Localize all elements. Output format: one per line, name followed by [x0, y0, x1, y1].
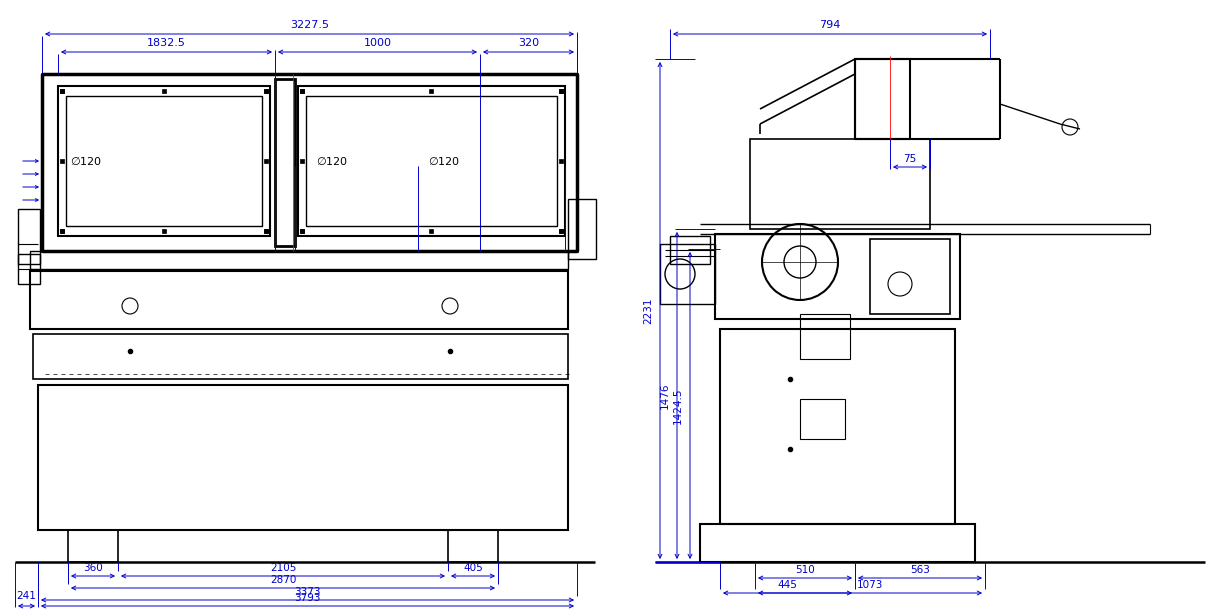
Bar [18, 254, 40, 284]
Bar [568, 199, 596, 259]
Text: 445: 445 [777, 580, 797, 590]
Text: 1832.5: 1832.5 [147, 38, 186, 48]
Bar [306, 96, 557, 226]
Bar [800, 314, 850, 359]
Bar [58, 86, 270, 236]
Text: 3227.5: 3227.5 [289, 20, 329, 30]
Text: 1424.5: 1424.5 [673, 387, 683, 424]
Bar [42, 74, 576, 251]
Text: 405: 405 [463, 563, 483, 573]
Text: 2231: 2231 [643, 297, 653, 324]
Text: 1073: 1073 [857, 580, 883, 590]
Bar [448, 530, 498, 562]
Bar [67, 96, 262, 226]
Text: 241: 241 [16, 591, 36, 601]
Bar [38, 385, 568, 530]
Bar [68, 530, 117, 562]
Bar [30, 251, 568, 269]
Bar [660, 244, 714, 304]
Bar [855, 59, 909, 139]
Text: 1000: 1000 [363, 38, 391, 48]
Bar [298, 86, 566, 236]
Bar [700, 524, 975, 562]
Text: 3373: 3373 [294, 587, 321, 597]
Text: 563: 563 [909, 565, 930, 575]
Text: 2870: 2870 [270, 575, 297, 585]
Text: 320: 320 [518, 38, 539, 48]
Bar [18, 209, 40, 264]
Bar [30, 271, 568, 329]
Bar [33, 334, 568, 379]
Text: 75: 75 [903, 154, 917, 164]
Bar [800, 399, 845, 439]
Bar [670, 236, 710, 264]
Text: $\varnothing$120: $\varnothing$120 [70, 155, 102, 167]
Bar [714, 234, 960, 319]
Bar [721, 329, 955, 524]
Bar [275, 79, 295, 246]
Text: 1476: 1476 [660, 383, 670, 409]
Bar [750, 139, 930, 229]
Bar [869, 239, 949, 314]
Text: 510: 510 [796, 565, 815, 575]
Text: $\varnothing$120: $\varnothing$120 [427, 155, 460, 167]
Text: 360: 360 [84, 563, 103, 573]
Text: 794: 794 [820, 20, 840, 30]
Text: 2105: 2105 [270, 563, 297, 573]
Text: 3793: 3793 [294, 593, 321, 603]
Text: $\varnothing$120: $\varnothing$120 [316, 155, 348, 167]
